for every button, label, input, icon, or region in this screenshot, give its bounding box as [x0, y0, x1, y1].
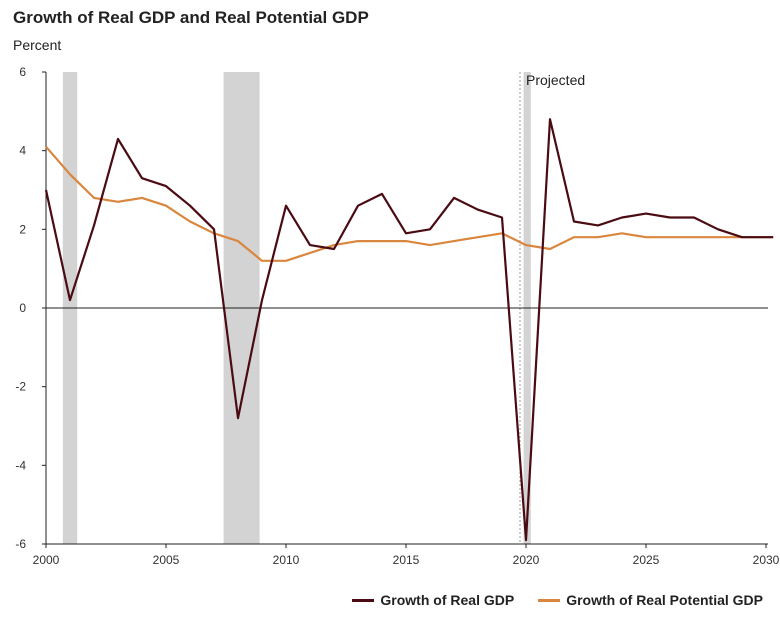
x-tick-label: 2015	[393, 553, 420, 567]
axes: 6 4 2 0 -2 -4 -6 2000 2005 2010 2015 2020 2025 2030	[15, 65, 779, 567]
legend-item-real-gdp: Growth of Real GDP	[352, 592, 514, 608]
y-tick-label: -6	[15, 537, 26, 551]
legend-swatch-real-gdp	[352, 598, 375, 602]
y-axis-unit-label: Percent	[13, 37, 62, 53]
y-tick-label: 2	[19, 222, 26, 236]
legend-label-real-gdp: Growth of Real GDP	[380, 592, 515, 608]
y-tick-label: 6	[19, 65, 26, 79]
series-line-1	[44, 118, 774, 542]
y-tick-label: 0	[19, 301, 26, 315]
x-tick-label: 2030	[753, 553, 780, 567]
projected-label: Projected	[526, 72, 585, 88]
y-tick-label: -4	[15, 458, 26, 472]
x-tick-label: 2000	[33, 553, 60, 567]
series-lines	[44, 118, 774, 542]
x-tick-label: 2020	[513, 553, 540, 567]
x-tick-label: 2010	[273, 553, 300, 567]
y-tick-label: -2	[15, 380, 26, 394]
chart-title: Growth of Real GDP and Real Potential GD…	[13, 8, 369, 27]
legend-item-potential-gdp: Growth of Real Potential GDP	[538, 592, 763, 608]
legend-swatch-potential-gdp	[538, 598, 561, 602]
x-tick-label: 2025	[633, 553, 660, 567]
series-line-2	[45, 145, 774, 262]
x-tick-label: 2005	[153, 553, 180, 567]
legend: Growth of Real GDP Growth of Real Potent…	[328, 592, 763, 608]
y-tick-label: 4	[19, 144, 26, 158]
legend-label-potential-gdp: Growth of Real Potential GDP	[566, 592, 763, 608]
